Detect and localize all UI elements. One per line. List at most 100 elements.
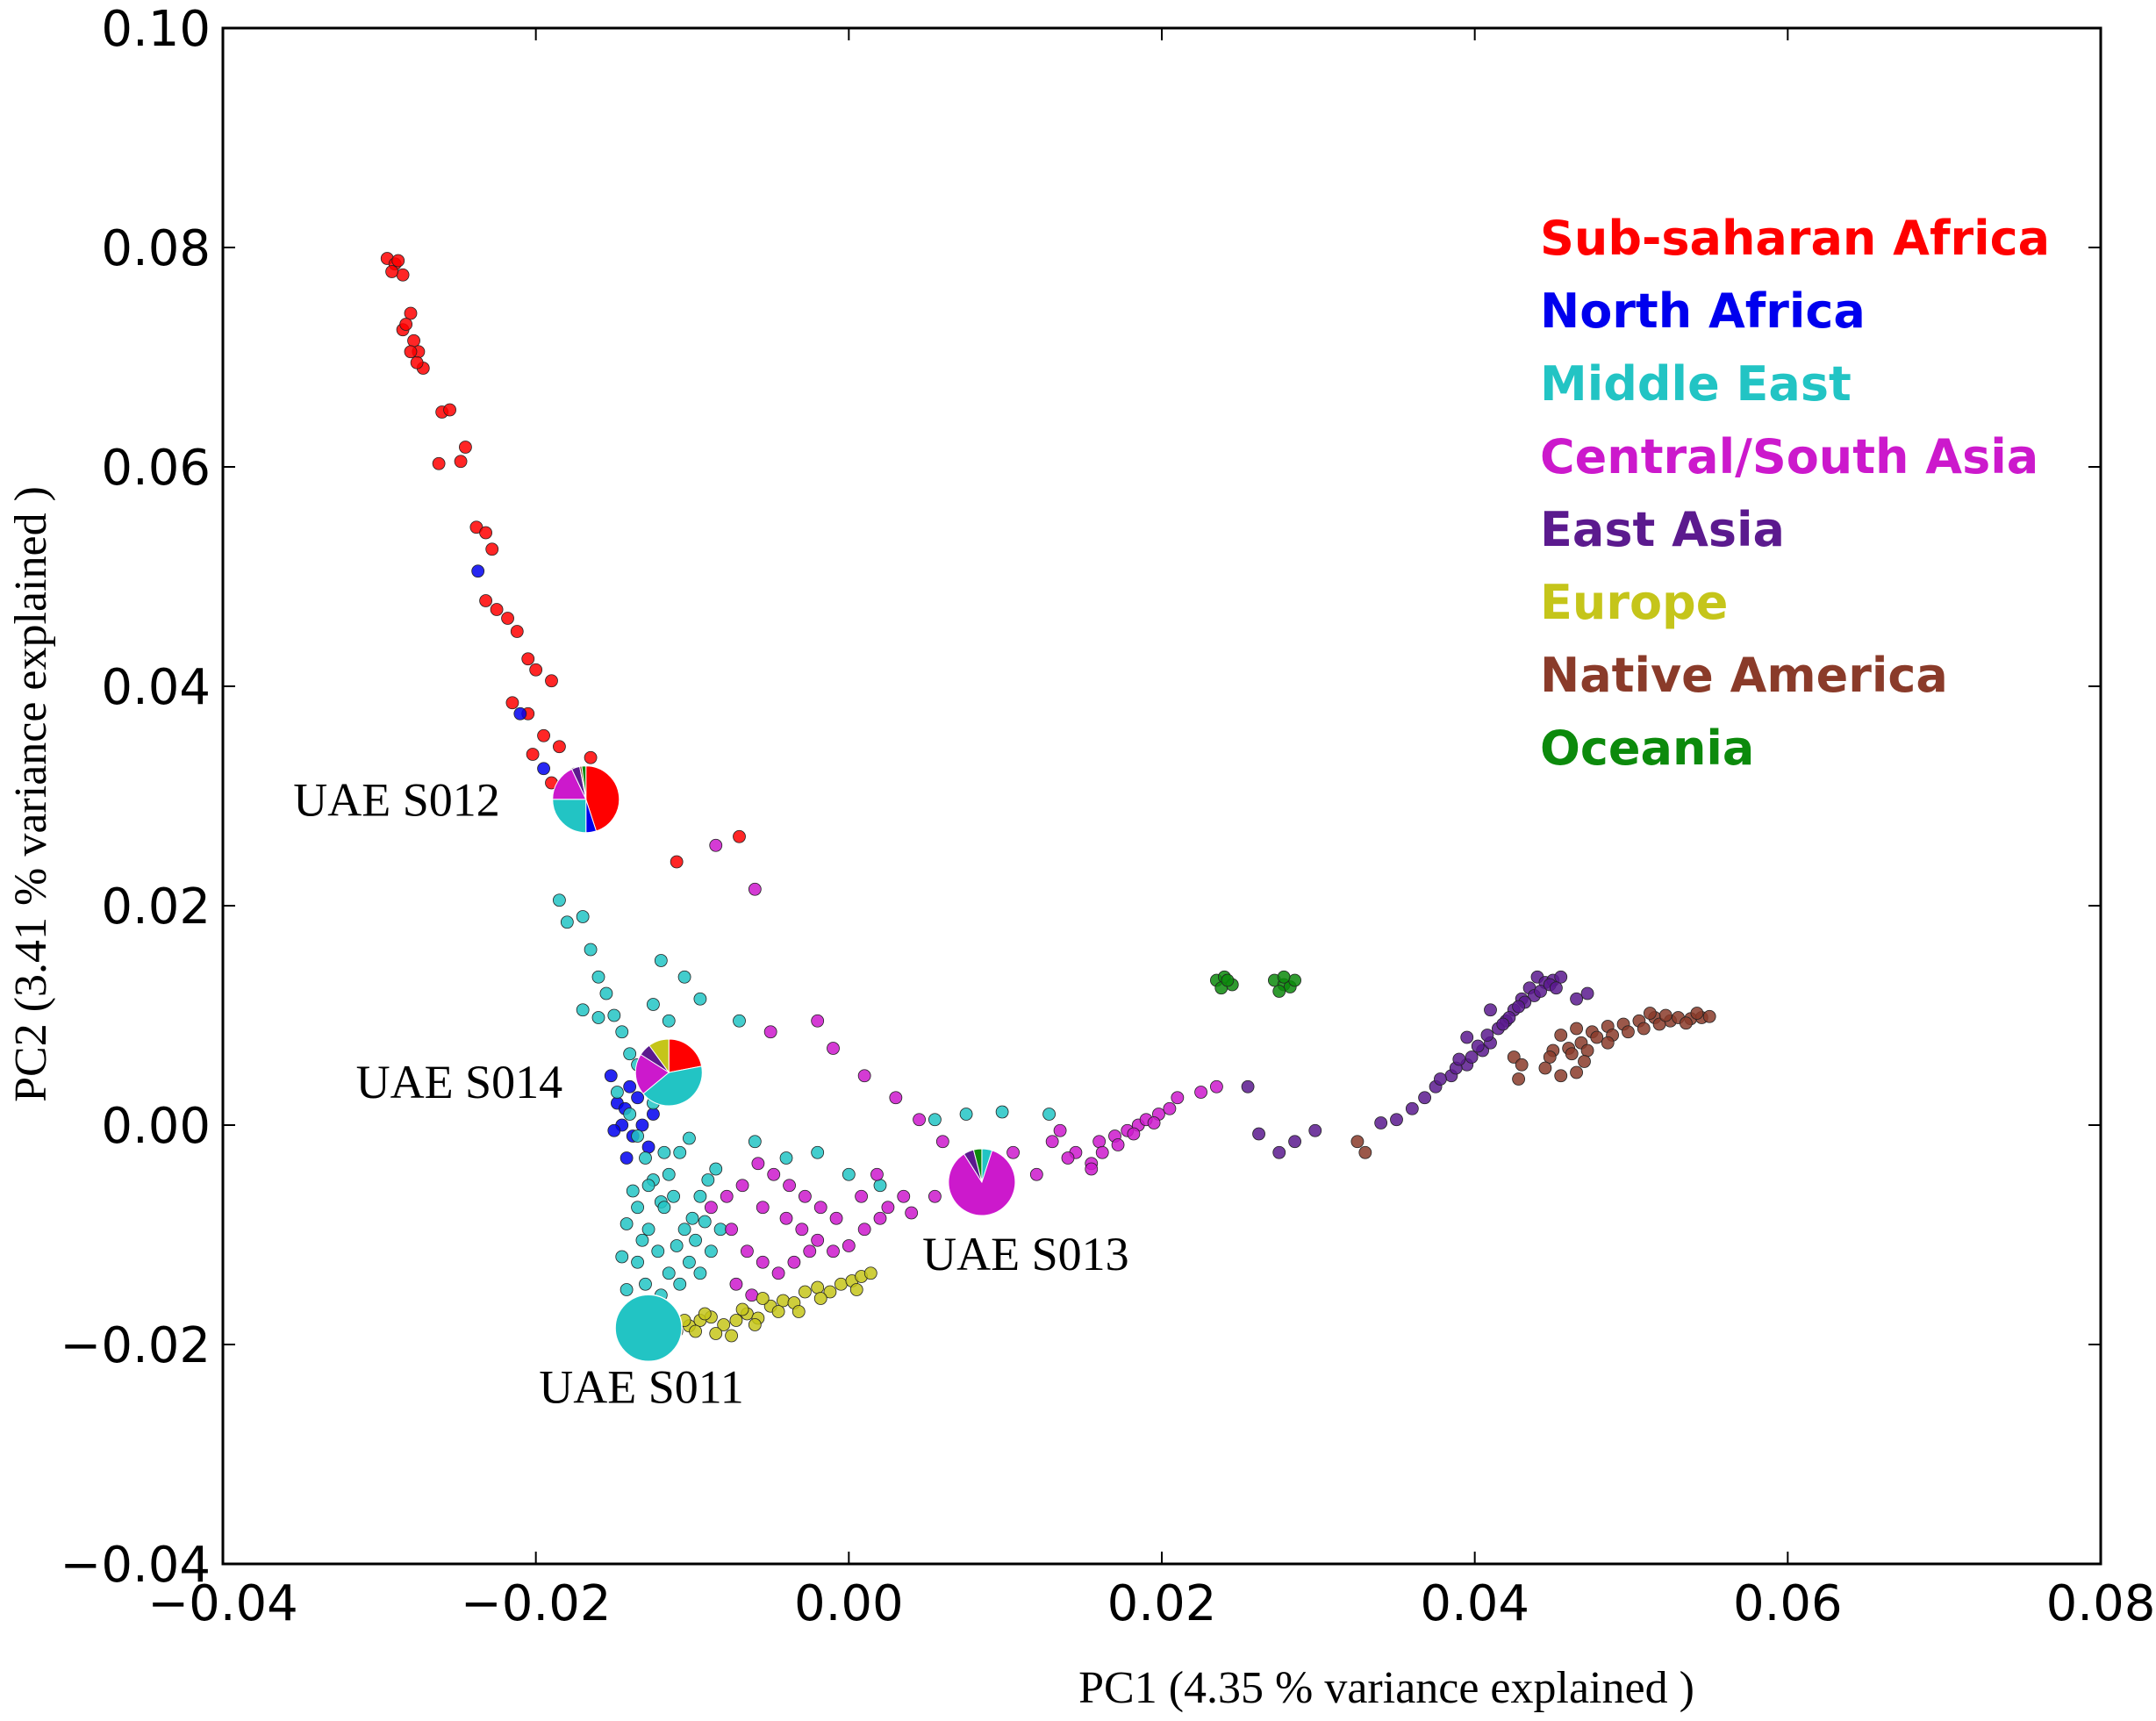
point-native-america xyxy=(1554,1069,1568,1083)
point-central-south-asia xyxy=(1147,1116,1161,1129)
pie-uae-s011 xyxy=(614,1294,683,1362)
point-middle-east xyxy=(639,1151,652,1165)
point-central-south-asia xyxy=(857,1069,871,1083)
point-middle-east xyxy=(995,1105,1009,1119)
pie-uae-s013 xyxy=(948,1148,1016,1216)
point-sub-saharan-africa xyxy=(454,455,468,469)
point-middle-east xyxy=(560,915,574,929)
point-north-africa xyxy=(604,1069,618,1083)
point-middle-east xyxy=(677,970,691,984)
point-middle-east xyxy=(620,1283,634,1296)
point-middle-east xyxy=(713,1223,727,1237)
pie-uae-s014 xyxy=(634,1038,703,1107)
point-middle-east xyxy=(928,1113,942,1127)
point-europe xyxy=(717,1318,731,1331)
point-central-south-asia xyxy=(745,1288,759,1302)
point-native-america xyxy=(1512,1072,1525,1086)
point-europe xyxy=(811,1280,825,1294)
point-oceania xyxy=(1288,973,1301,987)
point-sub-saharan-africa xyxy=(510,625,524,638)
point-central-south-asia xyxy=(905,1206,919,1220)
point-central-south-asia xyxy=(735,1179,749,1193)
legend-item-oceania: Oceania xyxy=(1540,721,1754,776)
point-central-south-asia xyxy=(1045,1135,1059,1149)
point-native-america xyxy=(1515,1058,1529,1072)
point-middle-east xyxy=(683,1255,696,1269)
point-sub-saharan-africa xyxy=(553,740,566,754)
point-native-america xyxy=(1507,1051,1521,1064)
point-sub-saharan-africa xyxy=(529,663,543,677)
point-middle-east xyxy=(779,1151,793,1165)
point-europe xyxy=(689,1324,702,1338)
point-sub-saharan-africa xyxy=(545,674,558,688)
point-central-south-asia xyxy=(829,1211,843,1225)
point-middle-east xyxy=(631,1201,644,1215)
x-tick-label: 0.04 xyxy=(1420,1575,1529,1632)
sample-label-uae-s011: UAE S011 xyxy=(539,1360,744,1413)
point-europe xyxy=(709,1327,723,1340)
point-europe xyxy=(735,1302,749,1316)
y-tick-label: 0.08 xyxy=(101,220,211,277)
point-middle-east xyxy=(657,1145,671,1159)
x-tick-label: 0.08 xyxy=(2046,1575,2156,1632)
point-central-south-asia xyxy=(709,838,723,852)
point-middle-east xyxy=(709,1162,723,1176)
point-middle-east xyxy=(584,943,598,957)
point-central-south-asia xyxy=(767,1167,781,1181)
point-east-asia xyxy=(1390,1113,1403,1127)
point-central-south-asia xyxy=(1127,1127,1141,1141)
point-middle-east xyxy=(662,1167,676,1181)
point-central-south-asia xyxy=(783,1179,796,1193)
point-middle-east xyxy=(662,1014,676,1028)
point-native-america xyxy=(1702,1009,1716,1023)
point-middle-east xyxy=(693,1266,707,1280)
point-oceania xyxy=(1277,970,1291,984)
point-east-asia xyxy=(1554,970,1568,984)
point-sub-saharan-africa xyxy=(443,403,456,417)
point-sub-saharan-africa xyxy=(521,652,535,666)
point-central-south-asia xyxy=(771,1266,785,1280)
point-sub-saharan-africa xyxy=(505,696,519,710)
point-central-south-asia xyxy=(889,1091,903,1105)
point-middle-east xyxy=(689,1233,702,1247)
legend-item-native-america: Native America xyxy=(1540,648,1948,703)
point-sub-saharan-africa xyxy=(479,594,492,607)
point-north-africa xyxy=(647,1108,660,1121)
point-sub-saharan-africa xyxy=(410,355,424,369)
point-middle-east xyxy=(842,1167,856,1181)
point-europe xyxy=(863,1266,877,1280)
point-native-america xyxy=(1570,1065,1583,1079)
point-central-south-asia xyxy=(795,1223,809,1237)
point-middle-east xyxy=(576,1003,590,1017)
point-east-asia xyxy=(1580,986,1594,1000)
point-native-america xyxy=(1658,1008,1673,1022)
point-middle-east xyxy=(651,1244,665,1258)
point-central-south-asia xyxy=(842,1239,856,1252)
point-sub-saharan-africa xyxy=(396,268,410,282)
point-sub-saharan-africa xyxy=(501,612,514,625)
point-north-africa xyxy=(513,706,527,721)
point-sub-saharan-africa xyxy=(432,456,446,470)
point-central-south-asia xyxy=(720,1189,734,1203)
point-sub-saharan-africa xyxy=(391,254,405,268)
point-native-america xyxy=(1601,1036,1615,1050)
point-europe xyxy=(756,1292,770,1305)
point-north-africa xyxy=(607,1123,621,1137)
point-middle-east xyxy=(667,1189,680,1203)
point-europe xyxy=(791,1305,806,1318)
point-middle-east xyxy=(959,1108,973,1121)
point-central-south-asia xyxy=(1085,1162,1099,1176)
point-central-south-asia xyxy=(1053,1123,1067,1137)
point-east-asia xyxy=(1374,1116,1388,1129)
point-middle-east xyxy=(705,1244,718,1258)
point-native-america xyxy=(1350,1135,1365,1149)
point-native-america xyxy=(1690,1007,1704,1020)
y-tick-label: 0.10 xyxy=(101,1,211,58)
x-tick-label: 0.02 xyxy=(1107,1575,1217,1632)
point-central-south-asia xyxy=(748,882,762,896)
point-native-america xyxy=(1622,1025,1635,1039)
x-tick-label: −0.04 xyxy=(147,1575,298,1632)
point-sub-saharan-africa xyxy=(490,603,504,616)
point-central-south-asia xyxy=(779,1211,793,1225)
point-central-south-asia xyxy=(1092,1135,1107,1149)
